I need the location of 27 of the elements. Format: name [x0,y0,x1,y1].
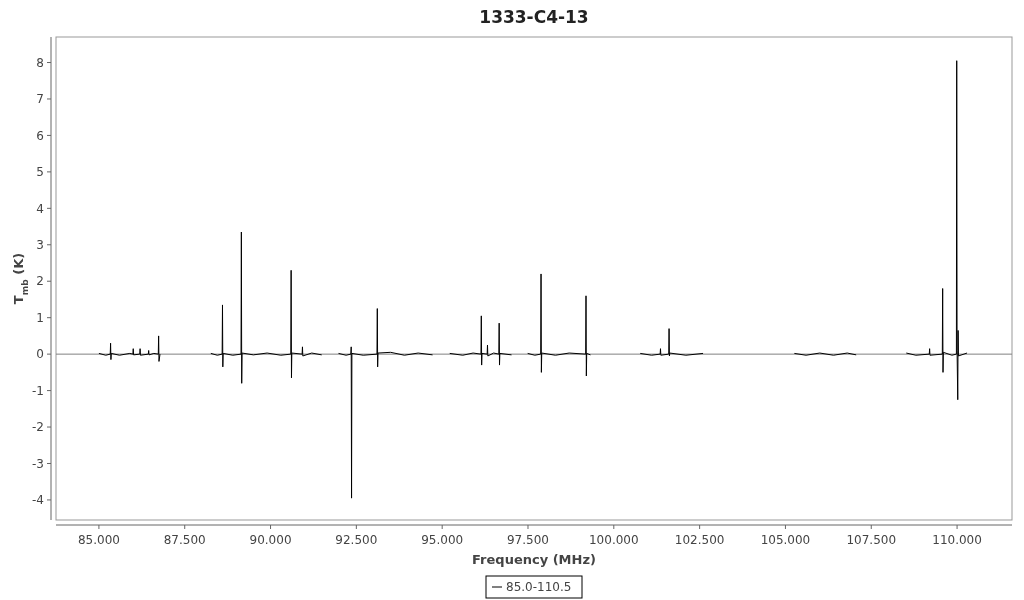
y-tick-label: -1 [32,383,44,398]
chart-title: 1333-C4-13 [479,7,589,27]
y-tick-label: 8 [36,55,44,70]
y-tick-label: 2 [36,274,44,289]
y-tick-label: 0 [36,347,44,362]
x-tick-label: 92.500 [335,533,378,547]
y-tick-label: 7 [36,92,44,107]
y-tick-label: 4 [36,201,44,216]
x-axis-title: Frequency (MHz) [472,552,596,567]
y-tick-label: 1 [36,310,44,325]
x-tick-label: 102.500 [674,533,725,547]
y-tick-label: -3 [32,456,44,471]
x-tick-label: 87.500 [163,533,206,547]
x-tick-label: 107.500 [846,533,897,547]
x-tick-label: 95.000 [421,533,464,547]
x-tick-label: 85.000 [77,533,120,547]
y-tick-label: -2 [32,420,44,435]
legend-label: 85.0-110.5 [506,580,572,594]
y-tick-label: 3 [36,237,44,252]
x-tick-label: 90.000 [249,533,292,547]
x-tick-label: 110.000 [932,533,982,547]
x-tick-label: 97.500 [506,533,549,547]
y-tick-label: 6 [36,128,44,143]
x-tick-label: 105.000 [760,533,811,547]
x-tick-label: 100.000 [589,533,639,547]
y-tick-label: -4 [32,493,44,508]
y-tick-label: 5 [36,165,44,180]
